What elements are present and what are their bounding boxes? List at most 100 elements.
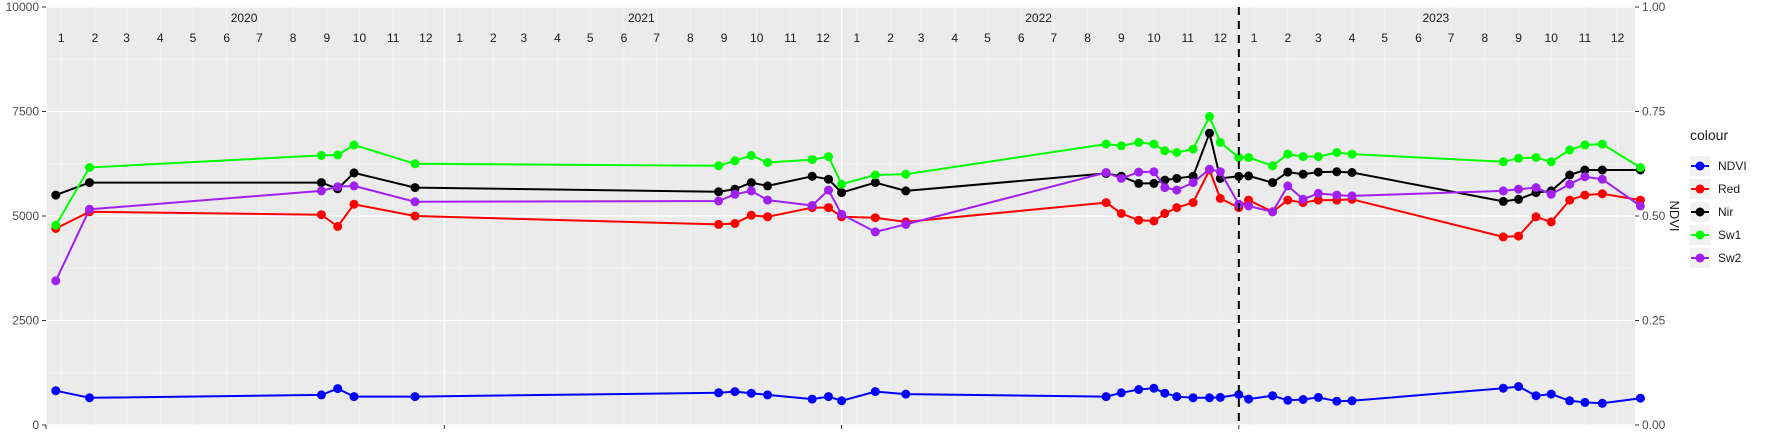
data-point-sw2: [316, 186, 326, 196]
data-point-ndvi: [1149, 383, 1159, 393]
data-point-sw1: [1116, 141, 1126, 151]
data-point-sw2: [1244, 201, 1254, 211]
data-point-red: [1283, 195, 1293, 205]
month-label: 1: [853, 31, 860, 45]
month-label: 2: [490, 31, 497, 45]
data-point-nir: [1188, 171, 1198, 181]
data-point-ndvi: [1116, 388, 1126, 398]
month-label: 8: [1084, 31, 1091, 45]
data-point-sw2: [1332, 190, 1342, 200]
data-point-sw1: [1313, 152, 1323, 162]
data-point-sw2: [1149, 167, 1159, 177]
series-line-sw2: [54, 168, 1641, 282]
legend-label-red: Red: [1718, 182, 1740, 196]
data-point-nir: [1332, 167, 1342, 177]
data-point-sw1: [730, 156, 740, 166]
data-point-red: [316, 210, 326, 220]
data-point-ndvi: [870, 387, 880, 397]
month-label: 3: [520, 31, 527, 45]
data-point-ndvi: [837, 396, 847, 406]
data-point-sw1: [1172, 148, 1182, 157]
data-point-sw1: [333, 150, 343, 160]
month-label: 10: [1545, 31, 1559, 45]
month-label: 4: [157, 31, 164, 45]
data-point-red: [1215, 193, 1225, 203]
data-point-sw1: [1205, 112, 1214, 121]
data-point-red: [1116, 209, 1126, 218]
month-label: 10: [1147, 31, 1161, 45]
data-point-sw2: [746, 186, 756, 196]
data-point-ndvi: [1635, 393, 1645, 403]
data-point-sw2: [807, 201, 817, 210]
data-point-sw1: [1283, 149, 1293, 159]
data-point-ndvi: [316, 390, 326, 400]
data-point-red: [1188, 198, 1198, 208]
data-point-ndvi: [1283, 395, 1293, 405]
y-left-tick-label: 7500: [12, 105, 39, 119]
data-point-red: [1546, 217, 1556, 227]
data-point-red: [1172, 203, 1182, 213]
data-point-ndvi: [714, 388, 724, 398]
legend-key-point: [1695, 230, 1705, 240]
month-label: 1: [1251, 31, 1258, 45]
data-point-ndvi: [333, 384, 343, 394]
y-right-tick-label: 0.50: [1642, 209, 1666, 223]
data-point-ndvi: [51, 386, 61, 396]
data-point-red: [410, 211, 420, 221]
data-point-sw2: [837, 209, 847, 219]
data-point-sw2: [1565, 179, 1575, 189]
legend-label-nir: Nir: [1718, 205, 1733, 219]
data-point-nir: [1565, 170, 1575, 180]
month-label: 10: [750, 31, 764, 45]
data-point-sw1: [1101, 139, 1111, 149]
data-point-ndvi: [730, 387, 740, 397]
data-point-nir: [1244, 171, 1254, 181]
legend-key-point: [1695, 161, 1705, 171]
year-label: 2021: [628, 11, 655, 25]
data-point-ndvi: [410, 392, 420, 402]
data-point-red: [349, 199, 359, 209]
data-point-ndvi: [1498, 383, 1508, 393]
data-point-sw1: [1160, 146, 1170, 156]
data-point-ndvi: [763, 390, 773, 400]
data-point-sw1: [1215, 137, 1225, 147]
data-point-ndvi: [1580, 397, 1590, 407]
series-layer: [51, 7, 1645, 425]
data-point-nir: [1205, 128, 1214, 138]
data-point-nir: [1313, 167, 1323, 177]
legend-label-sw2: Sw2: [1718, 251, 1742, 265]
data-point-sw2: [1498, 186, 1508, 196]
data-point-sw2: [730, 189, 740, 199]
data-point-red: [1565, 195, 1575, 205]
data-point-red: [1101, 198, 1111, 208]
y-left-tick-label: 2500: [12, 314, 39, 328]
month-label: 12: [1214, 31, 1228, 45]
data-point-nir: [807, 171, 817, 181]
data-point-red: [1531, 212, 1541, 222]
month-label: 12: [816, 31, 830, 45]
data-point-sw1: [1298, 152, 1308, 162]
data-point-sw2: [1116, 173, 1126, 183]
month-label: 4: [951, 31, 958, 45]
data-point-nir: [51, 190, 61, 200]
data-point-sw1: [1134, 137, 1144, 147]
data-point-sw2: [1215, 167, 1225, 177]
data-point-sw2: [901, 219, 911, 229]
data-point-sw1: [1234, 153, 1244, 162]
data-point-nir: [746, 178, 756, 188]
data-point-ndvi: [1298, 395, 1308, 404]
data-point-sw1: [1332, 148, 1342, 157]
data-point-sw1: [714, 161, 724, 171]
data-point-sw1: [1347, 149, 1357, 159]
month-label: 12: [419, 31, 433, 45]
month-label: 8: [1481, 31, 1488, 45]
month-label: 9: [1118, 31, 1125, 45]
data-point-sw1: [746, 150, 756, 160]
data-point-sw2: [410, 197, 420, 207]
data-point-ndvi: [1313, 392, 1323, 402]
year-label: 2020: [231, 11, 258, 25]
data-point-nir: [1580, 165, 1590, 175]
data-point-red: [1580, 190, 1590, 200]
month-label: 11: [387, 31, 400, 45]
